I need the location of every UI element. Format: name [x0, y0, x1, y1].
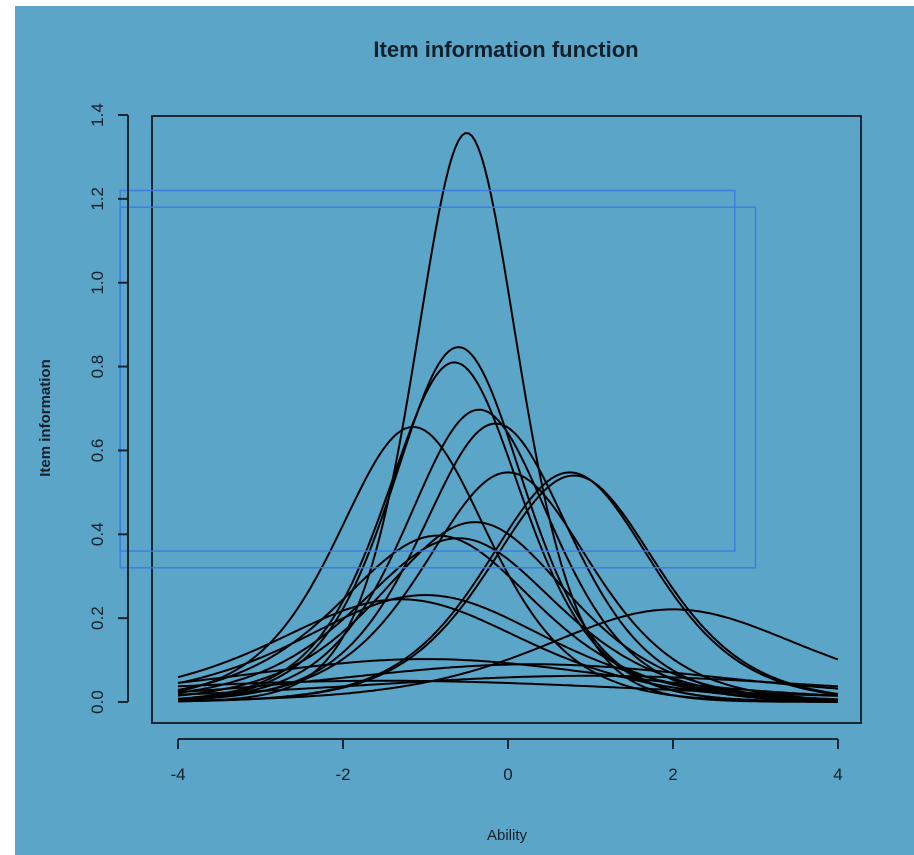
y-tick-label-1: 0.2: [88, 606, 107, 630]
highlight-box-2: [119, 206, 757, 569]
highlight-box-1: [119, 189, 736, 552]
x-tick-label-4: 4: [833, 765, 842, 784]
item-curve-6: [177, 425, 838, 703]
y-tick-label-4: 0.8: [88, 355, 107, 379]
item-curve-17: [177, 663, 839, 694]
item-curve-18: [177, 674, 839, 696]
item-curve-4: [177, 408, 839, 703]
y-tick-label-5: 1.0: [88, 271, 107, 295]
x-tick-label-3: 2: [668, 765, 677, 784]
item-curve-10: [177, 521, 839, 701]
x-tick-label-0: -4: [170, 765, 185, 784]
item-curve-15: [177, 608, 839, 702]
item-curve-19: [177, 679, 839, 697]
item-curve-7: [177, 471, 839, 701]
x-axis-label: Ability: [487, 827, 528, 844]
item-curve-8: [178, 474, 839, 703]
chart-title: Item information function: [373, 37, 638, 62]
x-axis: -4 -2 0 2 4: [170, 738, 843, 784]
plot-frame: [151, 115, 862, 724]
x-tick-label-1: -2: [335, 765, 350, 784]
item-curve-1: [178, 132, 838, 703]
y-axis: 0.0 0.2 0.4 0.6 0.8 1.0 1.2 1.4: [88, 103, 129, 714]
y-tick-label-2: 0.4: [88, 522, 107, 546]
highlight-boxes-group: [119, 189, 757, 569]
y-tick-label-7: 1.4: [88, 103, 107, 127]
item-curve-2: [177, 346, 838, 703]
x-tick-label-2: 0: [503, 765, 512, 784]
y-tick-label-0: 0.0: [88, 690, 107, 714]
y-tick-label-3: 0.6: [88, 439, 107, 463]
y-tick-label-6: 1.2: [88, 187, 107, 211]
chart-panel: [15, 6, 914, 855]
curves-group: [177, 132, 839, 703]
y-axis-label: Item information: [37, 359, 54, 477]
item-curve-14: [177, 598, 839, 701]
item-curve-16: [177, 658, 839, 697]
item-curve-9: [177, 471, 839, 703]
